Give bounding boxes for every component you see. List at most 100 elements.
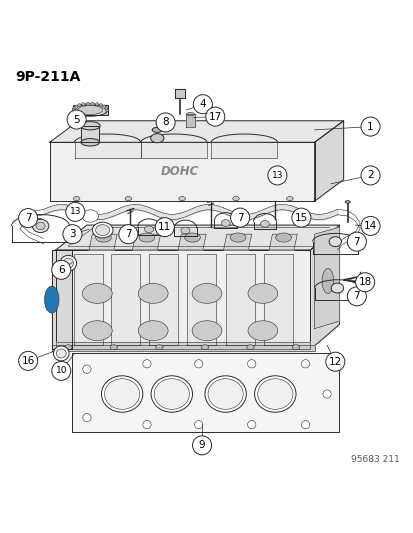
Circle shape — [247, 360, 255, 368]
Text: 4: 4 — [199, 99, 206, 109]
Circle shape — [104, 107, 107, 110]
Text: 12: 12 — [328, 357, 341, 367]
Text: 18: 18 — [358, 277, 371, 287]
Circle shape — [247, 421, 255, 429]
Text: 8: 8 — [162, 117, 169, 127]
Ellipse shape — [344, 200, 349, 203]
Circle shape — [142, 421, 151, 429]
Circle shape — [322, 390, 330, 398]
Circle shape — [66, 203, 85, 221]
Circle shape — [52, 260, 71, 279]
Circle shape — [355, 273, 374, 292]
Ellipse shape — [246, 345, 254, 350]
Text: 7: 7 — [125, 229, 131, 239]
Circle shape — [19, 351, 38, 370]
Ellipse shape — [56, 349, 66, 358]
Ellipse shape — [330, 283, 343, 293]
Polygon shape — [140, 142, 206, 158]
Ellipse shape — [36, 222, 45, 230]
Ellipse shape — [95, 225, 109, 236]
Circle shape — [83, 414, 91, 422]
Polygon shape — [310, 225, 339, 349]
Circle shape — [81, 103, 85, 106]
Ellipse shape — [95, 233, 111, 242]
Ellipse shape — [144, 226, 153, 232]
Circle shape — [156, 113, 175, 132]
Circle shape — [63, 225, 82, 244]
Circle shape — [301, 421, 309, 429]
Ellipse shape — [64, 345, 72, 350]
Circle shape — [192, 436, 211, 455]
Ellipse shape — [186, 112, 194, 116]
Text: 14: 14 — [363, 221, 376, 231]
Ellipse shape — [60, 255, 76, 271]
Circle shape — [205, 107, 224, 126]
Circle shape — [19, 208, 38, 228]
Ellipse shape — [73, 104, 107, 116]
Circle shape — [194, 421, 202, 429]
Ellipse shape — [221, 220, 230, 227]
Text: 15: 15 — [294, 213, 307, 223]
Text: 13: 13 — [271, 171, 282, 180]
Ellipse shape — [247, 284, 277, 303]
Ellipse shape — [110, 345, 117, 350]
Polygon shape — [74, 142, 140, 158]
Ellipse shape — [78, 106, 102, 115]
Text: 13: 13 — [69, 207, 81, 216]
Text: 9P-211A: 9P-211A — [16, 70, 81, 84]
Ellipse shape — [201, 345, 208, 350]
Circle shape — [291, 208, 310, 227]
Ellipse shape — [125, 197, 131, 200]
Circle shape — [73, 107, 76, 110]
Circle shape — [360, 166, 379, 185]
Polygon shape — [186, 114, 194, 126]
Ellipse shape — [150, 134, 164, 143]
Text: 7: 7 — [353, 237, 359, 247]
Circle shape — [105, 108, 108, 112]
Circle shape — [72, 108, 75, 112]
Circle shape — [95, 103, 99, 106]
Text: 95683 211: 95683 211 — [350, 455, 399, 464]
Ellipse shape — [92, 222, 113, 238]
Polygon shape — [132, 234, 160, 250]
Circle shape — [301, 360, 309, 368]
Text: 10: 10 — [55, 366, 67, 375]
Circle shape — [360, 117, 379, 136]
Circle shape — [193, 95, 212, 114]
Ellipse shape — [232, 197, 239, 200]
Ellipse shape — [254, 376, 295, 412]
Text: 16: 16 — [21, 356, 35, 366]
Circle shape — [119, 225, 138, 244]
Polygon shape — [56, 342, 310, 349]
Ellipse shape — [208, 378, 243, 409]
Polygon shape — [211, 142, 277, 158]
Circle shape — [86, 102, 89, 106]
Ellipse shape — [155, 345, 163, 350]
Polygon shape — [314, 121, 343, 201]
Circle shape — [360, 216, 379, 236]
Ellipse shape — [192, 284, 221, 303]
Circle shape — [230, 208, 249, 227]
Polygon shape — [50, 121, 343, 142]
Circle shape — [83, 365, 91, 373]
Ellipse shape — [154, 378, 189, 409]
Ellipse shape — [204, 376, 246, 412]
Text: DOHC: DOHC — [161, 165, 199, 178]
Ellipse shape — [81, 139, 100, 146]
Circle shape — [67, 110, 86, 129]
Ellipse shape — [138, 321, 168, 341]
Polygon shape — [225, 254, 254, 345]
Circle shape — [52, 361, 71, 381]
Polygon shape — [74, 254, 102, 345]
Text: 7: 7 — [353, 292, 359, 301]
Polygon shape — [72, 353, 339, 432]
Ellipse shape — [80, 122, 100, 130]
Circle shape — [325, 352, 344, 372]
Ellipse shape — [138, 284, 168, 303]
Ellipse shape — [104, 378, 139, 409]
Ellipse shape — [321, 269, 333, 293]
Text: 17: 17 — [208, 111, 221, 122]
Circle shape — [99, 103, 102, 107]
Text: 7: 7 — [236, 213, 243, 223]
Text: 5: 5 — [73, 115, 80, 125]
